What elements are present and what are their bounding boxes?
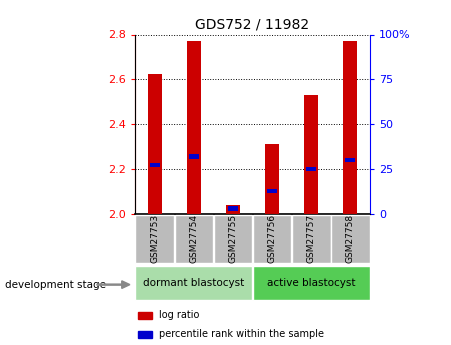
- Text: GSM27755: GSM27755: [229, 214, 238, 264]
- Text: active blastocyst: active blastocyst: [267, 278, 355, 288]
- Bar: [253, 215, 291, 263]
- Bar: [226, 205, 240, 214]
- Bar: [175, 215, 213, 263]
- Text: GSM27757: GSM27757: [307, 214, 316, 264]
- Bar: [228, 207, 238, 210]
- Text: GSM27758: GSM27758: [346, 214, 355, 264]
- Bar: [306, 167, 316, 171]
- Text: log ratio: log ratio: [159, 310, 199, 320]
- Bar: [214, 215, 253, 263]
- Bar: [135, 215, 174, 263]
- Bar: [253, 266, 370, 300]
- Bar: [138, 312, 152, 319]
- Bar: [292, 215, 331, 263]
- Text: percentile rank within the sample: percentile rank within the sample: [159, 329, 324, 339]
- Bar: [189, 155, 199, 158]
- Bar: [265, 144, 279, 214]
- Bar: [345, 158, 355, 162]
- Bar: [150, 164, 160, 167]
- Bar: [267, 189, 277, 193]
- Text: dormant blastocyst: dormant blastocyst: [143, 278, 244, 288]
- Text: development stage: development stage: [5, 280, 106, 289]
- Bar: [304, 95, 318, 214]
- Bar: [187, 41, 201, 214]
- Bar: [135, 266, 253, 300]
- Bar: [148, 74, 161, 214]
- Bar: [331, 215, 370, 263]
- Text: GSM27754: GSM27754: [189, 214, 198, 264]
- Title: GDS752 / 11982: GDS752 / 11982: [195, 18, 310, 32]
- Text: GSM27756: GSM27756: [267, 214, 276, 264]
- Text: GSM27753: GSM27753: [150, 214, 159, 264]
- Bar: [138, 331, 152, 338]
- Bar: [344, 41, 357, 214]
